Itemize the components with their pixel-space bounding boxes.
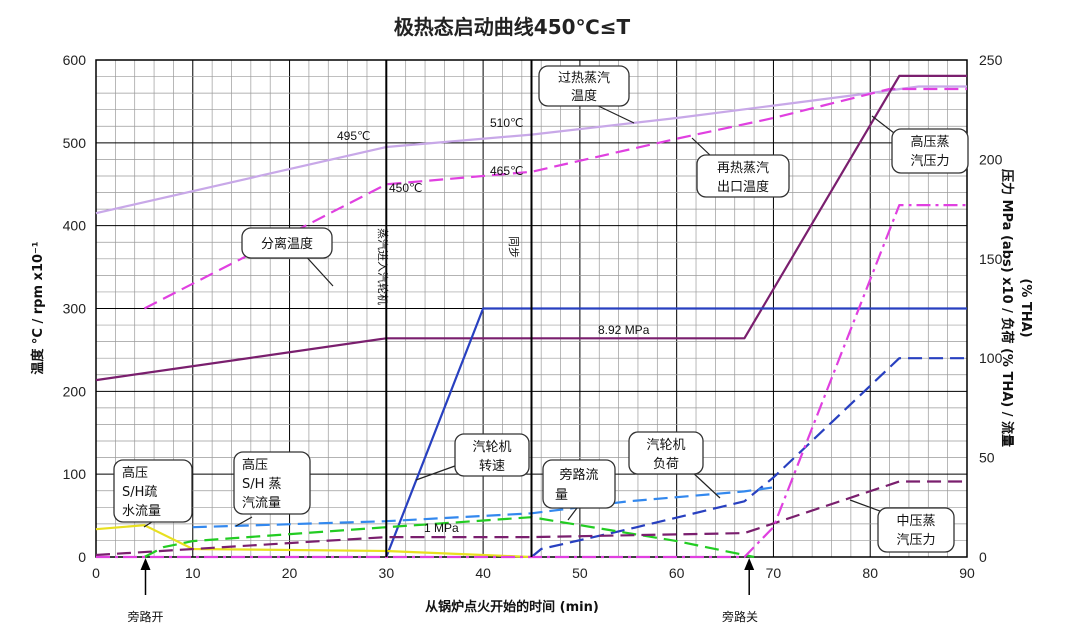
event-label-synchronize: 同步 — [507, 236, 520, 258]
chart-title: 极热态启动曲线450℃≤T — [394, 15, 631, 39]
svg-text:中压蒸: 中压蒸 — [896, 514, 935, 529]
svg-text:量: 量 — [555, 488, 568, 503]
y-left-axis-label: 温度 °C / rpm x10⁻¹ — [30, 241, 46, 374]
svg-text:汽轮机: 汽轮机 — [646, 438, 685, 453]
event-label-steam-to-turbine: 蒸汽进入汽轮机 — [376, 228, 390, 305]
series-line-6 — [95, 524, 532, 559]
y-left-tick-label: 300 — [63, 301, 87, 317]
y-left-tick-label: 600 — [63, 52, 87, 68]
svg-text:S/H疏: S/H疏 — [122, 485, 157, 500]
series-line-2 — [95, 74, 967, 382]
x-tick-label: 10 — [185, 565, 201, 581]
y-right-tick-label: 150 — [979, 251, 1003, 267]
x-tick-label: 60 — [669, 565, 685, 581]
svg-text:分离温度: 分离温度 — [261, 236, 313, 252]
x-tick-label: 40 — [475, 565, 491, 581]
series-line-3 — [385, 307, 967, 558]
x-tick-label: 50 — [572, 565, 588, 581]
y-left-tick-label: 100 — [63, 466, 87, 482]
svg-text:过热蒸汽: 过热蒸汽 — [558, 71, 610, 86]
y-right-axis-label-2: (% THA) — [1018, 278, 1033, 337]
x-tick-label: 90 — [959, 565, 975, 581]
callout-bypass-flow: 旁路流 量 — [542, 459, 616, 521]
annotation-495: 495℃ — [337, 129, 371, 143]
x-tick-label: 80 — [862, 565, 878, 581]
callout-reheat-steam-temp: 再热蒸汽 出口温度 — [691, 137, 790, 198]
series-line-8 — [95, 480, 967, 557]
callout-superheated-steam-temp: 过热蒸汽 温度 — [538, 65, 635, 124]
svg-text:温度: 温度 — [571, 88, 597, 104]
x-tick-label: 0 — [92, 565, 100, 581]
svg-text:水流量: 水流量 — [122, 504, 161, 519]
callout-turbine-load: 汽轮机 负荷 — [628, 431, 721, 499]
svg-text:转速: 转速 — [479, 459, 505, 474]
series-line-0 — [95, 85, 967, 215]
series-line-4 — [530, 357, 967, 558]
annotation-450: 450℃ — [389, 181, 423, 195]
svg-text:旁路流: 旁路流 — [559, 467, 598, 483]
bypass-close-label: 旁路关 — [722, 609, 758, 624]
svg-text:汽压力: 汽压力 — [910, 154, 949, 169]
svg-text:汽流量: 汽流量 — [242, 496, 281, 511]
callout-hp-steam-pressure: 高压蒸 汽压力 — [871, 115, 969, 174]
x-tick-label: 20 — [282, 565, 298, 581]
y-right-tick-label: 200 — [979, 151, 1003, 167]
y-right-tick-labels: 0 50 100 150 200 250 — [979, 52, 1003, 565]
annotation-1mpa: 1 MPa — [424, 521, 459, 535]
svg-text:高压: 高压 — [122, 465, 148, 481]
annotation-892mpa: 8.92 MPa — [598, 323, 650, 337]
svg-text:出口温度: 出口温度 — [717, 179, 769, 195]
svg-text:汽轮机: 汽轮机 — [472, 440, 511, 455]
bypass-open-arrow — [140, 558, 151, 595]
svg-text:高压蒸: 高压蒸 — [910, 134, 949, 150]
x-tick-label: 30 — [379, 565, 395, 581]
callout-ip-steam-pressure: 中压蒸 汽压力 — [849, 499, 955, 553]
annotation-510: 510℃ — [490, 116, 524, 130]
callout-hp-sh-steam-flow: 高压 S/H 蒸 汽流量 — [233, 451, 311, 527]
y-right-tick-label: 250 — [979, 52, 1003, 68]
x-tick-labels: 0 10 20 30 40 50 60 70 80 90 — [92, 565, 975, 581]
svg-text:汽压力: 汽压力 — [896, 533, 935, 548]
annotation-465: 465℃ — [490, 164, 524, 178]
svg-text:高压: 高压 — [242, 457, 268, 473]
y-left-tick-labels: 0 100 200 300 400 500 600 — [63, 52, 87, 565]
callout-hp-sh-drain-flow: 高压 S/H疏 水流量 — [113, 459, 193, 528]
svg-text:S/H 蒸: S/H 蒸 — [242, 477, 282, 492]
y-left-tick-label: 400 — [63, 218, 87, 234]
svg-text:再热蒸汽: 再热蒸汽 — [717, 161, 769, 176]
series-line-5 — [143, 516, 755, 559]
y-left-tick-label: 200 — [63, 383, 87, 399]
series-line-1 — [143, 87, 967, 310]
y-left-tick-label: 500 — [63, 135, 87, 151]
y-right-tick-label: 0 — [979, 549, 987, 565]
bypass-close-arrow — [744, 558, 755, 595]
y-right-tick-label: 100 — [979, 350, 1003, 366]
x-tick-label: 70 — [766, 565, 782, 581]
x-axis-label: 从锅炉点火开始的时间 (min) — [425, 599, 599, 615]
callout-turbine-speed: 汽轮机 转速 — [415, 433, 530, 481]
y-right-axis-label: 压力 MPa (abs) x10 / 负荷 (% THA) / 流量 — [999, 169, 1015, 447]
y-left-tick-label: 0 — [78, 549, 86, 565]
svg-text:负荷: 负荷 — [653, 457, 679, 472]
y-right-tick-label: 50 — [979, 450, 995, 466]
bypass-open-label: 旁路开 — [127, 609, 163, 624]
callout-separator-temp: 分离温度 — [241, 227, 334, 287]
